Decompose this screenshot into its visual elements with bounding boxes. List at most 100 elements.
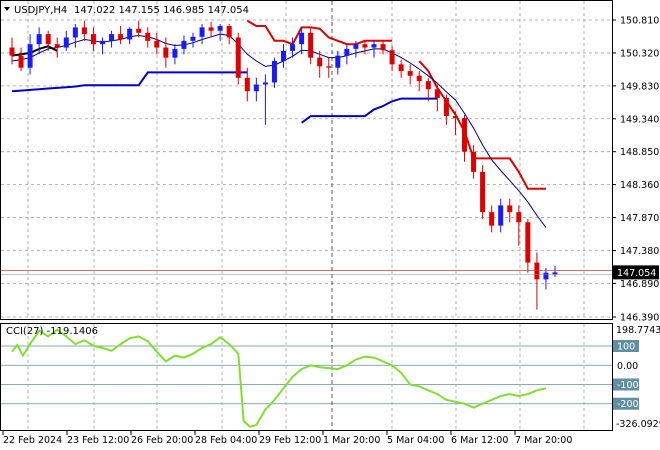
- candle: [290, 37, 296, 58]
- candle-body: [362, 44, 368, 48]
- candle-body: [226, 26, 232, 38]
- candle: [262, 74, 268, 125]
- time-tick-label: 6 Mar 12:00: [451, 435, 508, 446]
- candle: [308, 27, 314, 65]
- cci-level-tag: [613, 340, 639, 353]
- time-tick-label: 22 Feb 2024: [3, 435, 62, 446]
- price-tick-label: 149.830: [620, 81, 659, 92]
- candle: [9, 37, 15, 65]
- candle-body: [145, 32, 151, 41]
- candle-body: [36, 34, 42, 45]
- candle: [362, 39, 368, 55]
- candle-body: [516, 212, 522, 223]
- candle-body: [299, 32, 305, 45]
- candle: [407, 64, 413, 85]
- lower-band-line: [301, 97, 438, 124]
- candle-body: [498, 205, 504, 226]
- candle: [552, 265, 558, 278]
- candle: [507, 198, 513, 223]
- candle: [335, 50, 341, 75]
- candle-body: [9, 47, 15, 56]
- candle-body: [18, 55, 24, 68]
- lower-band-series: [11, 71, 438, 124]
- candle-body: [353, 44, 359, 49]
- candle-body: [335, 55, 341, 68]
- candle: [416, 71, 422, 92]
- candle-body: [425, 81, 431, 90]
- candle-body: [27, 44, 33, 68]
- candle-body: [154, 40, 160, 48]
- candle: [489, 205, 495, 233]
- candle-body: [308, 32, 314, 58]
- candle-body: [118, 34, 124, 40]
- candle-body: [72, 27, 78, 38]
- candle-body: [271, 60, 277, 83]
- candle-body: [552, 272, 558, 275]
- time-axis[interactable]: 22 Feb 2024 23 Feb 12:00 26 Feb 20:00 28 Fe…: [2, 431, 572, 446]
- candle-body: [326, 66, 332, 68]
- trend-line: [11, 45, 58, 57]
- cci-line: [11, 328, 547, 428]
- candle: [462, 114, 467, 162]
- cci-axis[interactable]: 100 0.00 -100 -200 198.7743 -326.0929: [613, 325, 660, 430]
- candle: [181, 35, 187, 55]
- time-tick-label: 7 Mar 20:00: [515, 435, 572, 446]
- candle-body: [344, 48, 350, 56]
- candle-body: [172, 48, 178, 58]
- candle-body: [163, 47, 169, 58]
- time-tick-label: 5 Mar 04:00: [387, 435, 444, 446]
- price-tick-label: 147.380: [620, 246, 659, 257]
- candle-body: [81, 27, 87, 35]
- cci-grid: [1, 345, 612, 405]
- cci-level-tag: [613, 378, 639, 391]
- candle-body: [452, 116, 458, 119]
- cci-level-tag: [613, 397, 639, 410]
- cci-panel: [0, 323, 613, 431]
- candle-body: [398, 64, 404, 72]
- candle-body: [489, 212, 495, 226]
- candle: [452, 111, 458, 135]
- price-tick-label: 149.340: [620, 114, 659, 125]
- time-tick-label: 23 Feb 12:00: [67, 435, 129, 446]
- candle-body: [217, 26, 223, 31]
- candle: [281, 44, 286, 68]
- black-trend-series: [11, 45, 58, 57]
- candle-body: [253, 84, 259, 92]
- price-axis[interactable]: 150.810 150.320 149.830 149.340 148.850 148.3…: [612, 16, 659, 324]
- candle-body: [480, 171, 486, 213]
- candle-body: [380, 44, 386, 51]
- candle-body: [199, 27, 205, 37]
- candle-body: [389, 50, 395, 65]
- candle: [543, 267, 549, 290]
- time-tick-label: 29 Feb 12:00: [259, 435, 321, 446]
- candle: [54, 37, 60, 58]
- candle: [380, 40, 386, 55]
- candle-body: [127, 28, 133, 40]
- candle: [163, 37, 169, 68]
- upper-band-line: [246, 19, 393, 46]
- candle-body: [525, 222, 531, 263]
- candle: [326, 57, 332, 78]
- price-tick-label: 148.360: [620, 180, 659, 191]
- candle: [90, 27, 96, 51]
- candle: [63, 30, 69, 51]
- candle-body: [235, 37, 241, 78]
- chart-header: USDJPY,H4 147.022 147.155 146.985 147.05…: [4, 5, 249, 16]
- candle: [498, 198, 504, 233]
- candle: [145, 27, 151, 48]
- candle: [425, 77, 431, 102]
- candle: [480, 165, 486, 219]
- candle: [190, 32, 196, 48]
- price-tick-label: 146.890: [620, 279, 659, 290]
- candle: [443, 94, 449, 125]
- candle: [471, 144, 477, 179]
- candle: [100, 37, 105, 55]
- collapse-triangle-icon[interactable]: [4, 7, 10, 11]
- candlestick-series: [9, 20, 558, 310]
- candle: [271, 57, 277, 88]
- cci-level-label: 0.00: [617, 361, 638, 372]
- current-price-line: 147.054: [1, 265, 659, 280]
- candle: [244, 67, 250, 102]
- candle: [317, 50, 323, 78]
